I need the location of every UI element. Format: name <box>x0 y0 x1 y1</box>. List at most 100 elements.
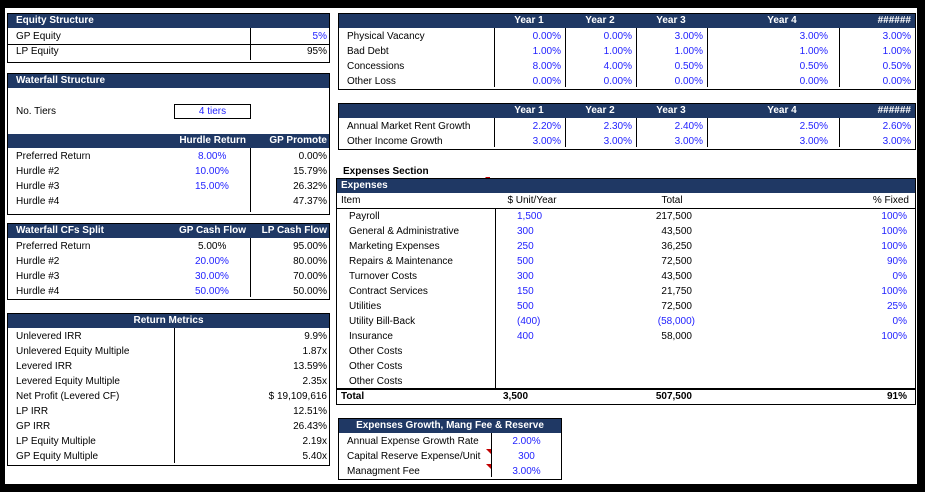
vacancy-value[interactable]: 3.00% <box>674 31 703 42</box>
waterfall-split-panel: Waterfall CFs Split GP Cash Flow LP Cash… <box>7 223 330 300</box>
vacancy-value[interactable]: 1.00% <box>882 46 911 57</box>
gp-equity-value[interactable]: 5% <box>312 31 327 42</box>
expenses-total-row: Total 3,500 507,500 91% <box>337 389 915 404</box>
expense-label: Utility Bill-Back <box>349 316 416 327</box>
vacancy-value[interactable]: 1.00% <box>799 46 828 57</box>
vacancy-value[interactable]: 0.00% <box>674 76 703 87</box>
split-row: Preferred Return 5.00% 95.00% <box>8 239 329 254</box>
unit-col: $ Unit/Year <box>507 195 557 206</box>
gp-equity-row: GP Equity 5% <box>8 29 329 44</box>
expense-unit[interactable]: 1,500 <box>517 211 543 222</box>
expense-unit[interactable]: (400) <box>517 316 541 327</box>
vacancy-value[interactable]: 3.00% <box>799 31 828 42</box>
expense-total: 43,500 <box>661 226 692 237</box>
vacancy-value[interactable]: 0.00% <box>603 76 632 87</box>
metric-row: Levered Equity Multiple 2.35x <box>8 374 329 389</box>
expense-unit[interactable]: 500 <box>517 301 534 312</box>
expenses-section-title: Expenses Section <box>343 166 429 177</box>
expense-total: 72,500 <box>661 301 692 312</box>
mgmt-value[interactable]: 2.00% <box>512 436 541 447</box>
growth-value[interactable]: 2.20% <box>532 121 561 132</box>
vacancy-value[interactable]: 0.00% <box>532 76 561 87</box>
tiers-input[interactable]: 4 tiers <box>174 104 251 119</box>
expenses-column-headers: Item $ Unit/Year Total % Fixed <box>337 193 915 208</box>
year-3-col: Year 3 <box>656 105 686 116</box>
metric-label: Net Profit (Levered CF) <box>16 391 120 402</box>
expense-total: 36,250 <box>661 241 692 252</box>
vacancy-value[interactable]: 0.50% <box>799 61 828 72</box>
gp-cash-flow-value[interactable]: 30.00% <box>195 271 229 282</box>
expense-fixed[interactable]: 25% <box>886 301 907 312</box>
expense-unit[interactable]: 400 <box>517 331 534 342</box>
expense-fixed[interactable]: 100% <box>881 331 907 342</box>
expense-fixed[interactable]: 100% <box>881 211 907 222</box>
growth-value[interactable]: 3.00% <box>674 136 703 147</box>
split-row: Hurdle #3 30.00% 70.00% <box>8 269 329 284</box>
growth-value[interactable]: 3.00% <box>603 136 632 147</box>
vacancy-label: Physical Vacancy <box>347 31 425 42</box>
expense-row: Other Costs <box>337 359 915 374</box>
vacancy-value[interactable]: 1.00% <box>674 46 703 57</box>
metric-label: Levered Equity Multiple <box>16 376 120 387</box>
mgmt-label: Managment Fee <box>347 466 420 477</box>
expense-growth-title: Expenses Growth, Mang Fee & Reserve <box>356 420 544 431</box>
gp-cash-flow-col: GP Cash Flow <box>178 225 246 236</box>
expense-unit[interactable]: 500 <box>517 256 534 267</box>
growth-panel: Year 1 Year 2 Year 3 Year 4 ###### Annua… <box>338 103 916 150</box>
growth-value[interactable]: 3.00% <box>882 136 911 147</box>
gp-cash-flow-value[interactable]: 50.00% <box>195 286 229 297</box>
expense-fixed[interactable]: 0% <box>892 316 907 327</box>
vacancy-value[interactable]: 1.00% <box>603 46 632 57</box>
tiers-label: No. Tiers <box>16 106 57 117</box>
growth-value[interactable]: 2.60% <box>882 121 911 132</box>
expense-unit[interactable]: 300 <box>517 226 534 237</box>
growth-value[interactable]: 3.00% <box>799 136 828 147</box>
vacancy-value[interactable]: 8.00% <box>532 61 561 72</box>
expense-total: 43,500 <box>661 271 692 282</box>
expense-unit[interactable]: 300 <box>517 271 534 282</box>
expense-row: Repairs & Maintenance 500 72,500 90% <box>337 254 915 269</box>
lp-cash-flow-value: 80.00% <box>293 256 327 267</box>
hurdle-return-value[interactable]: 8.00% <box>198 151 227 162</box>
expense-fixed[interactable]: 0% <box>892 271 907 282</box>
vacancy-value[interactable]: 1.00% <box>532 46 561 57</box>
expense-label: Other Costs <box>349 346 403 357</box>
vacancy-value[interactable]: 4.00% <box>603 61 632 72</box>
vacancy-value[interactable]: 0.50% <box>674 61 703 72</box>
mgmt-value[interactable]: 300 <box>518 451 535 462</box>
mgmt-row: Managment Fee 3.00% <box>339 464 561 479</box>
expense-label: Other Costs <box>349 361 403 372</box>
vacancy-row: Other Loss 0.00% 0.00% 0.00% 0.00% 0.00% <box>339 74 915 89</box>
vacancy-value[interactable]: 3.00% <box>882 31 911 42</box>
mgmt-row: Annual Expense Growth Rate 2.00% <box>339 434 561 449</box>
mgmt-value[interactable]: 3.00% <box>512 466 541 477</box>
expense-fixed[interactable]: 90% <box>886 256 907 267</box>
vacancy-value[interactable]: 0.00% <box>882 76 911 87</box>
growth-value[interactable]: 2.40% <box>674 121 703 132</box>
growth-label: Other Income Growth <box>347 136 443 147</box>
hurdle-return-value[interactable]: 10.00% <box>195 166 229 177</box>
gp-cash-flow-value: 5.00% <box>198 241 227 252</box>
lp-cash-flow-value: 70.00% <box>293 271 327 282</box>
hurdle-return-value[interactable]: 15.00% <box>195 181 229 192</box>
growth-value[interactable]: 2.50% <box>799 121 828 132</box>
metric-label: GP IRR <box>16 421 51 432</box>
metric-value: 2.35x <box>302 376 327 387</box>
gp-promote-value: 0.00% <box>298 151 327 162</box>
split-row: Hurdle #4 50.00% 50.00% <box>8 284 329 299</box>
expense-fixed[interactable]: 100% <box>881 286 907 297</box>
vacancy-value[interactable]: 0.50% <box>882 61 911 72</box>
vacancy-value[interactable]: 0.00% <box>799 76 828 87</box>
growth-value[interactable]: 2.30% <box>603 121 632 132</box>
expense-unit[interactable]: 250 <box>517 241 534 252</box>
growth-value[interactable]: 3.00% <box>532 136 561 147</box>
gp-cash-flow-value[interactable]: 20.00% <box>195 256 229 267</box>
growth-label: Annual Market Rent Growth <box>347 121 471 132</box>
vacancy-value[interactable]: 0.00% <box>603 31 632 42</box>
return-metrics-title: Return Metrics <box>133 315 204 326</box>
expense-unit[interactable]: 150 <box>517 286 534 297</box>
growth-row: Other Income Growth 3.00% 3.00% 3.00% 3.… <box>339 134 915 149</box>
vacancy-value[interactable]: 0.00% <box>532 31 561 42</box>
expense-fixed[interactable]: 100% <box>881 241 907 252</box>
expense-fixed[interactable]: 100% <box>881 226 907 237</box>
